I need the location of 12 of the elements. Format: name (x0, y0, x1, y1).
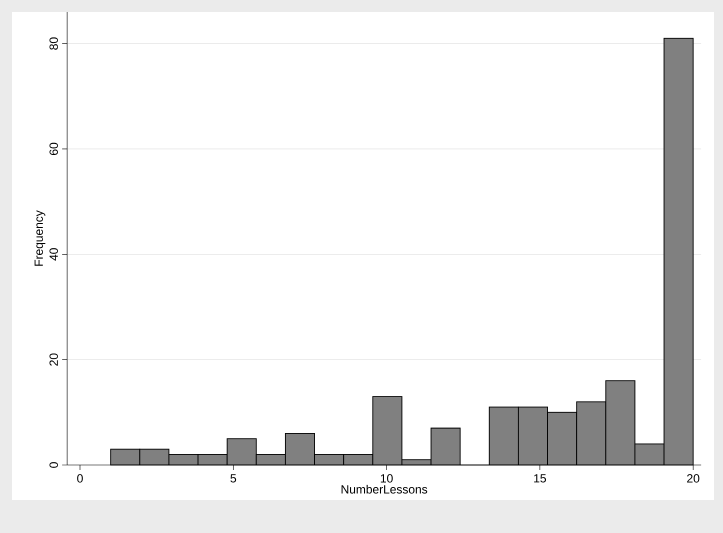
x-tick-label: 0 (77, 474, 83, 483)
y-tick-label: 40 (49, 248, 58, 261)
x-tick-label: 10 (380, 474, 393, 483)
y-tick-label: 60 (49, 142, 58, 155)
y-tick-label: 80 (49, 37, 58, 50)
x-tick-label: 15 (534, 474, 546, 483)
x-axis-title: NumberLessons (342, 484, 428, 494)
x-tick-label: 20 (687, 474, 700, 483)
y-tick-label: 20 (49, 353, 58, 366)
y-tick-label: 0 (49, 462, 58, 468)
y-axis-title: Frequency (34, 210, 46, 266)
x-tick-label: 5 (230, 474, 236, 483)
